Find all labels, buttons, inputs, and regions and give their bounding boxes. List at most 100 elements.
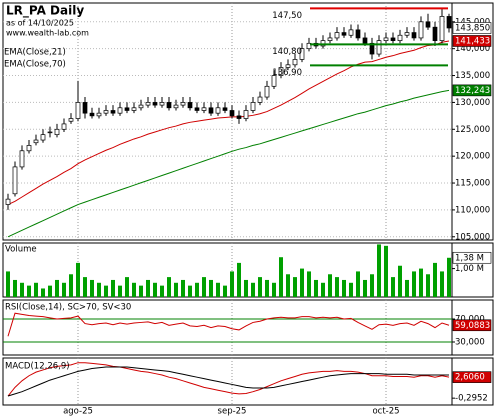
- volume-bar: [300, 268, 304, 297]
- candle-body: [250, 102, 256, 111]
- value-label-box: [452, 319, 492, 332]
- subtitle: as of 14/10/2025: [6, 19, 74, 28]
- volume-bar: [419, 268, 423, 297]
- candle-body: [12, 166, 18, 195]
- x-tick-label: ago-25: [63, 407, 93, 417]
- volume-bar: [202, 277, 206, 297]
- line-series: [7, 40, 450, 205]
- volume-bar: [62, 282, 66, 297]
- candle-body: [404, 32, 410, 36]
- candle-body: [208, 107, 214, 114]
- volume-bar: [111, 279, 115, 297]
- volume-bar: [34, 282, 38, 297]
- candle-body: [257, 96, 263, 103]
- volume-bar: [356, 271, 360, 297]
- volume-bar: [216, 282, 220, 297]
- volume-bar: [223, 285, 227, 297]
- candle-body: [376, 40, 382, 55]
- panel-title: RSI(Close,14), SC>70, SV<30: [5, 303, 131, 313]
- volume-bar: [433, 262, 437, 297]
- candle-body: [110, 110, 116, 114]
- y-tick-label: 120,000: [455, 152, 490, 162]
- candle-body: [271, 75, 277, 87]
- candle-body: [243, 110, 249, 119]
- level-label: 136,90: [272, 68, 302, 78]
- y-tick-label: 105,000: [455, 232, 490, 242]
- candle-body: [61, 123, 67, 130]
- candle-body: [194, 107, 200, 111]
- candle-body: [306, 42, 312, 50]
- candle-body: [187, 102, 193, 109]
- candle-body: [327, 37, 333, 41]
- candle-body: [152, 102, 158, 106]
- candle-body: [68, 118, 74, 122]
- x-tick-label: sep-25: [218, 407, 247, 417]
- y-tick-label: 130,000: [455, 98, 490, 108]
- volume-bar: [398, 265, 402, 297]
- volume-bar: [139, 285, 143, 297]
- volume-bar: [426, 274, 430, 297]
- candle-body: [96, 112, 102, 117]
- volume-bar: [251, 282, 255, 297]
- candle-body: [397, 34, 403, 41]
- volume-bar: [342, 279, 346, 297]
- candle-body: [138, 104, 144, 109]
- volume-bar: [272, 282, 276, 297]
- volume-bar: [244, 279, 248, 297]
- candle-body: [54, 128, 60, 136]
- candle-body: [341, 32, 347, 36]
- candle-body: [103, 110, 109, 114]
- chart-title: LR_PA Daily: [6, 4, 84, 19]
- candle-body: [355, 29, 361, 39]
- candle-body: [299, 48, 305, 60]
- value-label: 143,850: [455, 23, 490, 33]
- volume-bar: [384, 245, 388, 297]
- volume-bar: [90, 279, 94, 297]
- value-label-box: [452, 251, 492, 264]
- volume-bar: [237, 262, 241, 297]
- candle-body: [40, 134, 46, 141]
- candle-body: [432, 26, 438, 41]
- value-label: 2,6060: [455, 373, 485, 383]
- volume-bar: [125, 277, 129, 297]
- volume-bar: [265, 279, 269, 297]
- candle-body: [5, 198, 11, 205]
- value-label: 1,38 M: [455, 253, 484, 263]
- candle-body: [47, 131, 53, 134]
- level-label: 147,50: [272, 11, 302, 21]
- volume-bar: [412, 271, 416, 297]
- candle-body: [390, 37, 396, 41]
- volume-bar: [447, 257, 451, 297]
- candle-body: [166, 102, 172, 109]
- volume-bar: [279, 257, 283, 297]
- y-tick-label: 30,000: [455, 337, 485, 347]
- volume-bar: [391, 277, 395, 297]
- candle-body: [117, 107, 123, 114]
- candle-body: [439, 16, 445, 41]
- value-label-box: [452, 84, 492, 97]
- volume-bar: [314, 279, 318, 297]
- y-tick-label: 135,000: [455, 71, 490, 81]
- level-label: 140,80: [272, 47, 302, 57]
- candle-body: [201, 107, 207, 111]
- volume-bar: [104, 285, 108, 297]
- candle-body: [89, 112, 95, 117]
- line-series: [7, 362, 450, 397]
- volume-bar: [363, 279, 367, 297]
- candle-body: [173, 104, 179, 109]
- candle-body: [236, 115, 242, 119]
- value-label-box: [452, 371, 492, 383]
- volume-bar: [321, 282, 325, 297]
- volume-bar: [97, 282, 101, 297]
- candle-body: [75, 102, 81, 119]
- candle-body: [159, 102, 165, 106]
- candle-body: [446, 16, 452, 29]
- volume-bar: [153, 282, 157, 297]
- volume-bar: [293, 277, 297, 297]
- panel-frame: [2, 357, 494, 406]
- candle-body: [82, 102, 88, 114]
- volume-bar: [440, 271, 444, 297]
